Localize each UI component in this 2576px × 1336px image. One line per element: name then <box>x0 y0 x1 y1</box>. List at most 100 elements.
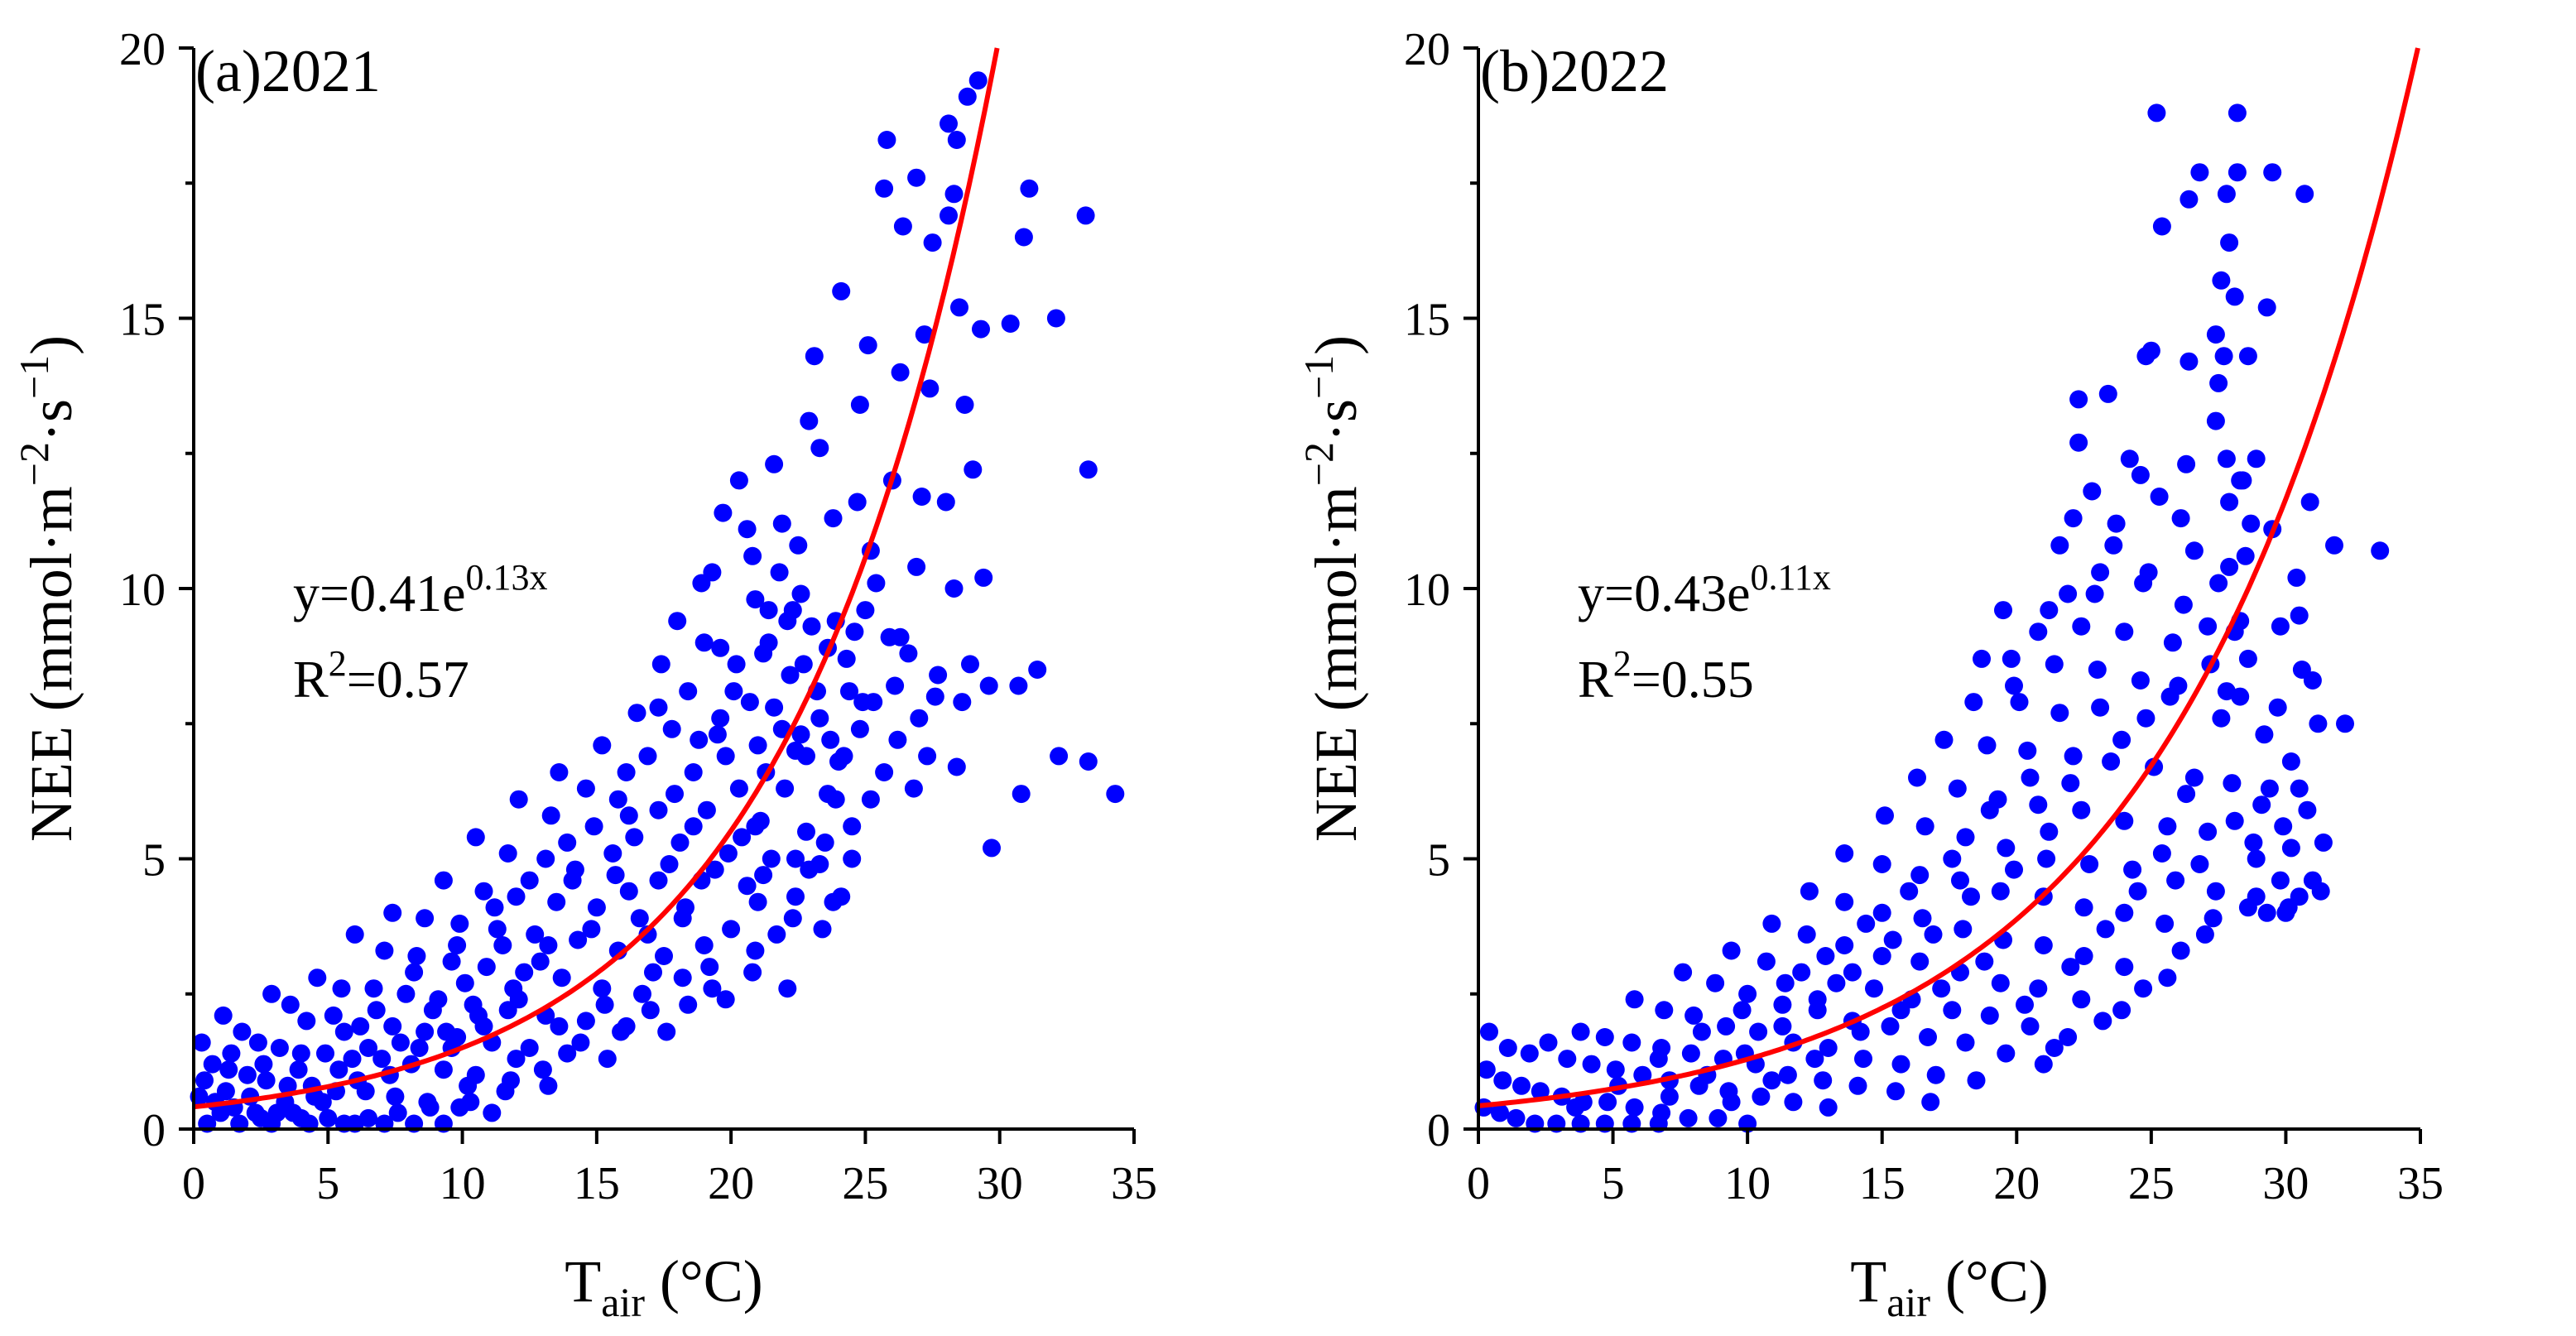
data-point <box>469 1006 488 1025</box>
data-point <box>770 563 789 582</box>
data-point <box>2083 482 2102 501</box>
data-point <box>2147 103 2166 123</box>
data-point <box>386 1087 405 1106</box>
data-point <box>1722 941 1741 960</box>
data-point <box>2204 909 2223 928</box>
data-point <box>388 1103 407 1122</box>
data-point <box>617 763 636 781</box>
data-point <box>1020 179 1039 198</box>
data-point <box>940 114 958 133</box>
y-tick-label: 5 <box>1427 835 1450 887</box>
data-point <box>2034 936 2053 954</box>
data-point <box>722 920 741 939</box>
data-point <box>1050 747 1069 766</box>
data-point <box>2152 217 2171 236</box>
data-point <box>2085 584 2104 603</box>
data-point <box>2091 698 2110 717</box>
data-point <box>670 833 690 852</box>
data-point <box>953 693 972 712</box>
data-point <box>754 866 773 885</box>
data-point <box>936 493 955 512</box>
data-point <box>1973 649 1991 668</box>
data-point <box>679 682 698 701</box>
data-point <box>531 952 550 971</box>
data-point <box>410 1039 429 1057</box>
y-tick-label: 0 <box>142 1105 166 1156</box>
data-point <box>929 666 948 685</box>
data-point <box>743 546 762 565</box>
x-tick-label: 35 <box>1111 1158 1157 1209</box>
data-point <box>1784 1093 1803 1112</box>
data-point <box>2257 298 2276 317</box>
data-point <box>1980 800 1999 819</box>
data-point <box>2199 617 2218 636</box>
data-point <box>582 920 601 939</box>
data-point <box>1477 1060 1496 1079</box>
data-point <box>2064 747 2083 766</box>
data-point <box>1843 963 1862 982</box>
data-point <box>2190 163 2209 182</box>
data-point <box>893 217 912 236</box>
data-point <box>711 638 730 657</box>
data-point <box>705 860 724 879</box>
data-point <box>507 1050 526 1069</box>
data-point <box>459 1076 478 1095</box>
data-point <box>289 1060 308 1079</box>
x-tick-label: 35 <box>2397 1158 2444 1209</box>
data-point <box>2238 347 2257 366</box>
data-point <box>1814 1071 1833 1090</box>
data-point <box>826 790 845 809</box>
data-point <box>2002 649 2021 668</box>
data-point <box>918 747 937 766</box>
data-point <box>2225 811 2244 830</box>
data-point <box>1706 973 1725 992</box>
data-point <box>485 898 504 917</box>
data-point <box>2061 774 2080 793</box>
data-point <box>434 1060 453 1079</box>
data-point <box>2112 730 2131 749</box>
data-point <box>2115 622 2134 642</box>
data-point <box>1908 768 1926 787</box>
data-point <box>850 396 869 414</box>
data-point <box>1951 871 1969 890</box>
data-point <box>1498 1039 1517 1057</box>
data-point <box>729 471 748 490</box>
data-point <box>772 514 791 533</box>
data-point <box>668 612 687 631</box>
data-point <box>843 849 862 868</box>
data-point <box>1924 925 1943 944</box>
data-point <box>450 914 469 933</box>
data-point <box>1009 676 1028 695</box>
data-point <box>359 1039 377 1057</box>
data-point <box>776 779 795 798</box>
data-point <box>1738 984 1757 1003</box>
data-point <box>1926 1065 1945 1084</box>
data-point <box>1757 952 1776 971</box>
data-point <box>252 1108 271 1127</box>
data-point <box>345 925 364 944</box>
data-point <box>1891 1001 1910 1020</box>
data-point <box>2233 471 2252 490</box>
data-point <box>958 87 977 106</box>
data-point <box>1900 882 1919 901</box>
data-point <box>1913 909 1932 928</box>
data-point <box>2199 822 2218 841</box>
data-point <box>1681 1044 1700 1063</box>
data-point <box>2098 384 2117 403</box>
data-point <box>1679 1108 1698 1127</box>
data-point <box>815 833 834 852</box>
data-point <box>1835 844 1854 863</box>
data-point <box>947 131 966 149</box>
data-point <box>2295 185 2314 204</box>
chart-panel-b: 0 5 10 15 20 25 30 35 0 5 10 15 20 (b)2022 y=0.43e0.11… <box>1295 24 2444 1325</box>
data-point <box>324 1006 343 1025</box>
data-point <box>630 909 649 928</box>
data-point <box>633 984 651 1003</box>
data-point <box>203 1055 222 1074</box>
data-point <box>571 1033 590 1052</box>
data-point <box>673 968 692 988</box>
data-point <box>2231 687 2250 706</box>
y-tick-label: 20 <box>1404 24 1450 75</box>
data-point <box>2021 1016 2040 1036</box>
